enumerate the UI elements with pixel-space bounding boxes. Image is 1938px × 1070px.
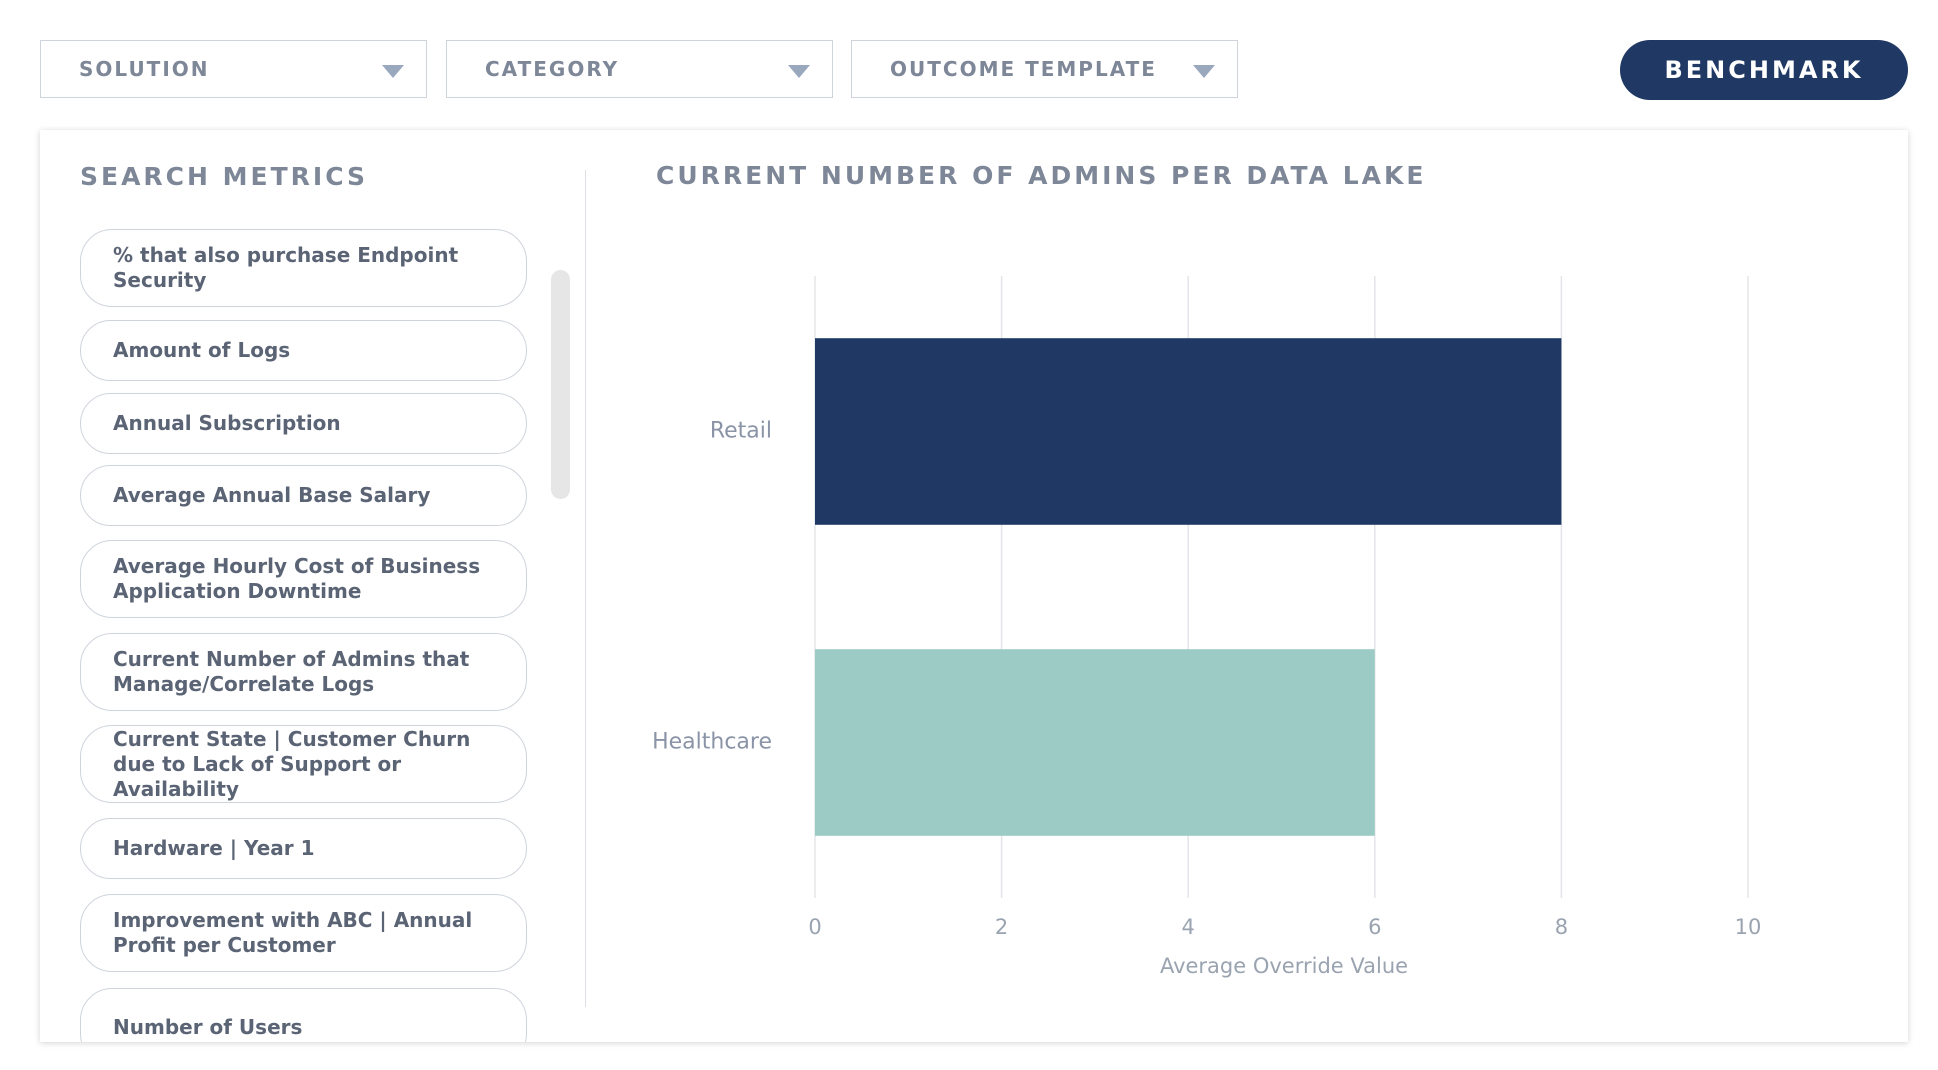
search-title: SEARCH METRICS — [80, 162, 369, 191]
bar — [815, 338, 1562, 525]
dropdown-label: OUTCOME TEMPLATE — [890, 57, 1157, 81]
divider — [585, 170, 586, 1007]
metric-pill[interactable]: Hardware | Year 1 — [80, 818, 527, 879]
dropdown[interactable]: OUTCOME TEMPLATE — [851, 40, 1238, 98]
x-tick-label: 8 — [1555, 915, 1568, 939]
metric-pill[interactable]: % that also purchase Endpoint Security — [80, 229, 527, 307]
dropdown-label: CATEGORY — [485, 57, 620, 81]
arrow — [382, 65, 404, 78]
arrow — [788, 65, 810, 78]
x-tick-label: 0 — [808, 915, 821, 939]
metric-pill[interactable]: Current Number of Admins that Manage/Cor… — [80, 633, 527, 711]
x-tick-label: 6 — [1368, 915, 1381, 939]
x-tick-label: 4 — [1182, 915, 1195, 939]
metric-pill[interactable]: Amount of Logs — [80, 320, 527, 381]
metric-pill[interactable]: Average Hourly Cost of Business Applicat… — [80, 540, 527, 618]
y-tick-label: Healthcare — [652, 730, 772, 755]
metric-pill[interactable]: Average Annual Base Salary — [80, 465, 527, 526]
dropdown-label: SOLUTION — [79, 57, 210, 81]
bar — [815, 649, 1375, 836]
panel: SEARCH METRICS % that also purchase Endp… — [40, 130, 1908, 1042]
scrollbar[interactable] — [551, 270, 570, 499]
chart-title: CURRENT NUMBER OF ADMINS PER DATA LAKE — [656, 161, 1426, 190]
metric-pill[interactable]: Improvement with ABC | Annual Profit per… — [80, 894, 527, 972]
metric-pill[interactable]: Number of Users — [80, 988, 527, 1042]
dropdown[interactable]: CATEGORY — [446, 40, 833, 98]
dropdown[interactable]: SOLUTION — [40, 40, 427, 98]
y-tick-label: Retail — [710, 419, 772, 444]
benchmark-button[interactable]: BENCHMARK — [1620, 40, 1908, 100]
x-tick-label: 10 — [1735, 915, 1762, 939]
x-axis-label: Average Override Value — [1160, 954, 1408, 978]
x-tick-label: 2 — [995, 915, 1008, 939]
metric-pill[interactable]: Annual Subscription — [80, 393, 527, 454]
arrow — [1193, 65, 1215, 78]
metric-pill[interactable]: Current State | Customer Churn due to La… — [80, 725, 527, 803]
